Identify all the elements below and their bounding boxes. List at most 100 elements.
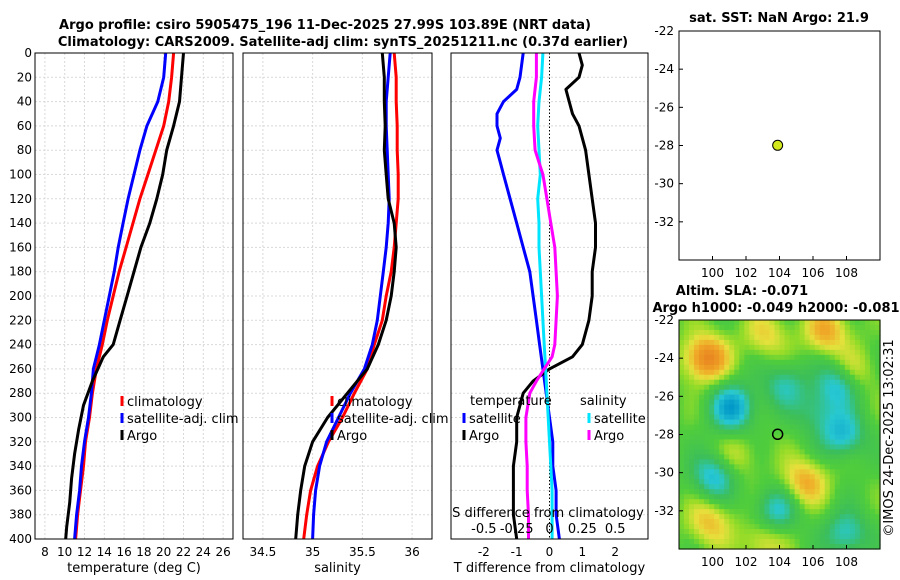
sla-cell (779, 509, 786, 515)
sla-cell (839, 509, 846, 515)
sla-cell (689, 359, 695, 366)
sla-cell (819, 499, 826, 505)
sla-cell (729, 404, 735, 411)
sla-cell (769, 329, 776, 336)
sla-cell (749, 409, 755, 416)
sla-cell (804, 419, 811, 426)
sla-cell (779, 519, 786, 525)
sla-cell (814, 419, 821, 426)
sla-cell (774, 344, 781, 351)
sla-cell (819, 519, 826, 525)
sla-cell (824, 459, 831, 465)
sla-cell (679, 409, 685, 416)
sla-cell (744, 434, 750, 441)
sla-cell (769, 419, 776, 426)
sla-cell (739, 494, 745, 500)
sla-cell (769, 404, 776, 411)
sla-cell (724, 339, 730, 346)
sla-cell (694, 354, 700, 361)
sla-cell (719, 354, 725, 361)
sla-cell (814, 389, 821, 396)
sla-cell (729, 364, 735, 371)
sla-cell (854, 499, 861, 505)
sla-cell (724, 349, 730, 356)
sla-cell (819, 529, 826, 535)
sla-cell (869, 324, 876, 331)
sla-cell (759, 334, 766, 341)
sla-cell (709, 419, 715, 426)
sla-cell (729, 529, 735, 535)
sla-cell (729, 429, 735, 436)
sla-cell (839, 464, 846, 470)
sla-cell (754, 389, 761, 396)
sla-cell (764, 534, 771, 540)
temperature-panel: 8 10 12 14 16 18 20 22 24 26020406080100120140160… (9, 46, 239, 576)
sla-cell (799, 474, 806, 480)
sla-cell (809, 539, 816, 545)
sla-cell (809, 434, 816, 441)
sla-cell (849, 469, 856, 475)
sla-cell (699, 499, 705, 505)
sla-cell (849, 379, 856, 386)
sla-cell (819, 409, 826, 416)
sla-cell (779, 399, 786, 406)
sla-cell (844, 489, 851, 495)
sla-cell (779, 349, 786, 356)
sla-cell (794, 434, 801, 441)
sla-cell (694, 394, 700, 401)
sla-cell (754, 544, 761, 550)
sla-cell (784, 449, 791, 456)
sla-cell (694, 424, 700, 431)
sla-cell (709, 379, 715, 386)
sla-cell (874, 329, 881, 336)
diff-legend-t-satellite-label: satellite (469, 412, 521, 427)
sla-cell (829, 489, 836, 495)
sla-cell (829, 379, 836, 386)
sla-cell (814, 409, 821, 416)
sla-cell (784, 404, 791, 411)
sla-cell (859, 459, 866, 465)
sla-cell (859, 339, 866, 346)
sla-cell (789, 389, 796, 396)
sla-cell (794, 459, 801, 465)
sla-cell (834, 474, 841, 480)
sla-cell (694, 494, 700, 500)
sla-cell (759, 320, 766, 326)
sla-cell (764, 444, 771, 451)
sla-cell (759, 369, 766, 376)
sla-cell (704, 324, 710, 331)
sla-cell (804, 354, 811, 361)
sla-cell (744, 394, 750, 401)
sla-cell (704, 444, 710, 451)
sla-cell (754, 434, 761, 441)
sla-cell (734, 504, 740, 510)
sla-cell (784, 429, 791, 436)
sla-cell (859, 509, 866, 515)
sla-cell (764, 394, 771, 401)
sla-cell (784, 464, 791, 470)
sla-cell (769, 479, 776, 485)
sla-cell (679, 519, 685, 525)
sla-cell (869, 359, 876, 366)
sla-cell (729, 334, 735, 341)
sla-cell (709, 334, 715, 341)
sla-cell (799, 399, 806, 406)
sla-cell (699, 429, 705, 436)
sla-cell (734, 444, 740, 451)
sla-cell (824, 374, 831, 381)
sla-cell (729, 374, 735, 381)
figure-title-line2: Climatology: CARS2009. Satellite-adj cli… (58, 35, 628, 50)
sla-cell (719, 429, 725, 436)
sla-cell (689, 459, 695, 465)
sla-cell (679, 394, 685, 401)
sla-cell (819, 329, 826, 336)
sla-cell (769, 389, 776, 396)
sla-cell (754, 399, 761, 406)
sla-cell (749, 519, 755, 525)
sla-cell (859, 369, 866, 376)
sla-cell (734, 484, 740, 490)
sla-ytick-26: -26 (654, 389, 674, 403)
sla-cell (874, 514, 881, 520)
sla-cell (824, 399, 831, 406)
sla-cell (869, 374, 876, 381)
